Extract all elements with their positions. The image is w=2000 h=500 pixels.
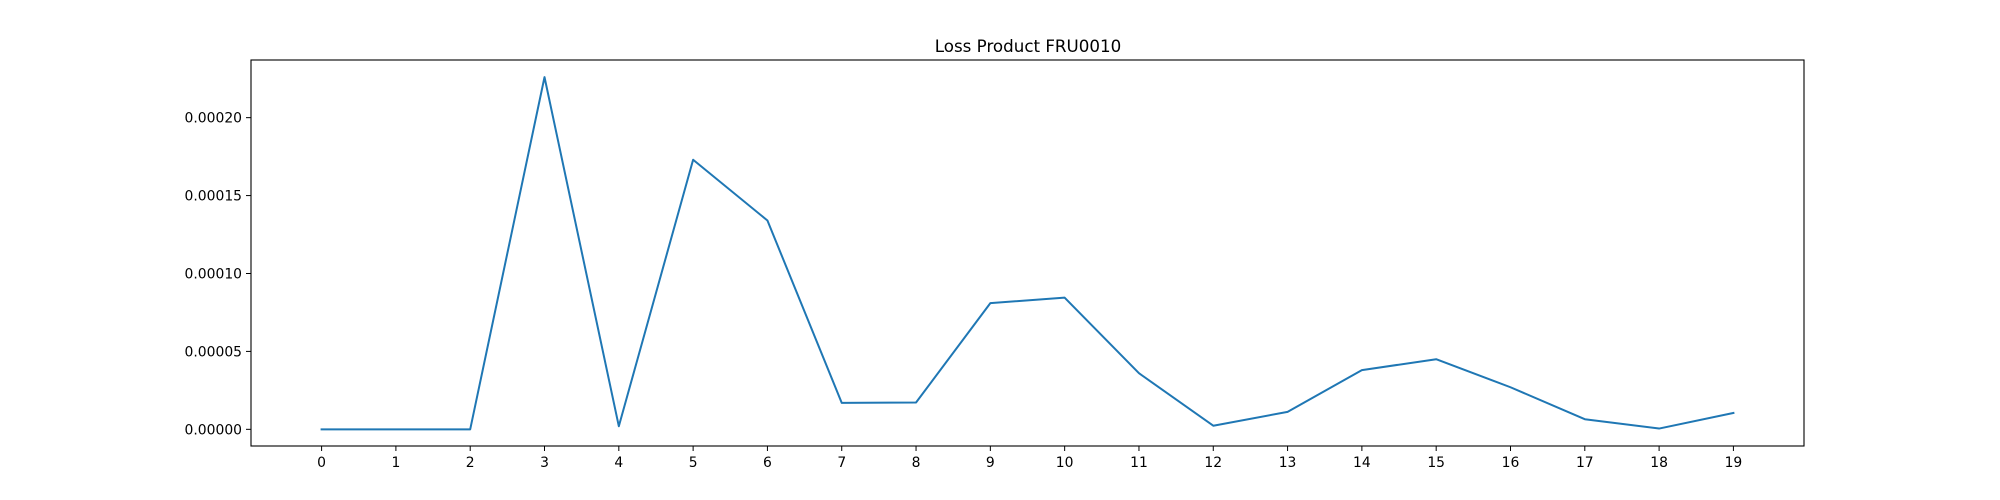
- x-tick-label: 18: [1650, 455, 1668, 471]
- x-tick-label: 9: [986, 455, 995, 471]
- y-tick-label: 0.00020: [185, 111, 242, 127]
- x-tick-label: 11: [1130, 455, 1148, 471]
- x-tick-label: 16: [1502, 455, 1520, 471]
- x-tick-label: 8: [912, 455, 921, 471]
- x-tick-label: 5: [689, 455, 698, 471]
- series-layer: [320, 76, 1735, 431]
- x-tick-label: 1: [391, 455, 400, 471]
- x-tick-label: 15: [1427, 455, 1445, 471]
- x-tick-label: 7: [837, 455, 846, 471]
- y-tick-label: 0.00015: [185, 189, 242, 205]
- y-tick-label: 0.00010: [185, 266, 242, 282]
- y-tick-label: 0.00005: [185, 344, 242, 360]
- x-tick-label: 2: [466, 455, 475, 471]
- x-axis: 0 1 2 3 4 5 6 7 8 9 10 11 12 13 14 15 16 17 18 19: [317, 446, 1742, 471]
- x-tick-label: 13: [1279, 455, 1297, 471]
- x-tick-label: 6: [763, 455, 772, 471]
- y-tick-label: 0.00000: [185, 422, 242, 438]
- x-tick-label: 17: [1576, 455, 1594, 471]
- x-tick-label: 14: [1353, 455, 1371, 471]
- x-tick-label: 19: [1725, 455, 1743, 471]
- x-tick-label: 3: [540, 455, 549, 471]
- x-tick-label: 0: [317, 455, 326, 471]
- x-tick-label: 10: [1056, 455, 1074, 471]
- series-line: [320, 76, 1735, 431]
- x-tick-label: 12: [1204, 455, 1222, 471]
- chart-title: Loss Product FRU0010: [935, 36, 1121, 56]
- x-tick-label: 4: [614, 455, 623, 471]
- y-axis: 0.00000 0.00005 0.00010 0.00015 0.00020: [185, 111, 251, 438]
- plot-area-frame: [250, 59, 1805, 447]
